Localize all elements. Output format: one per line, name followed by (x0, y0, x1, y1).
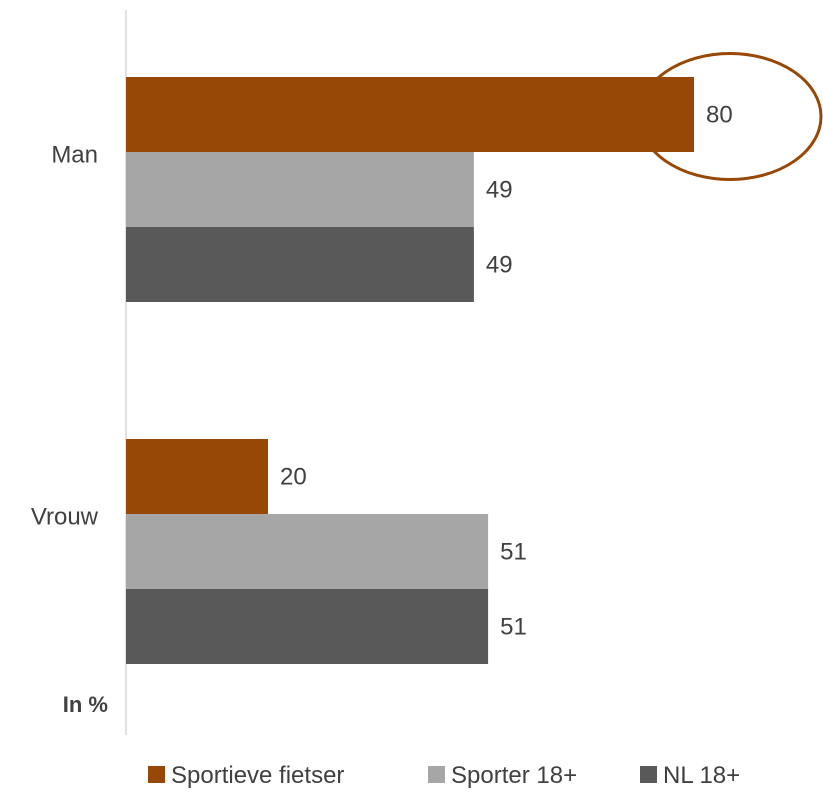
value-label-vrouw-sporter-18-: 51 (500, 539, 527, 566)
legend-label-sportieve-fietser: Sportieve fietser (171, 762, 344, 789)
bar-vrouw-nl-18- (126, 589, 489, 664)
value-label-man-nl-18-: 49 (486, 252, 513, 279)
value-label-man-sportieve-fietser: 80 (706, 102, 733, 129)
value-label-vrouw-sportieve-fietser: 20 (280, 464, 307, 491)
bar-vrouw-sporter-18- (126, 514, 489, 589)
legend: Sportieve fietser Sporter 18+ NL 18+ (148, 762, 740, 789)
bars-group (126, 77, 694, 664)
legend-label-sporter-18-: Sporter 18+ (451, 762, 577, 789)
labels-group: Man 80 49 49 Vrouw 20 51 51 (31, 102, 733, 641)
legend-swatch-sportieve-fietser (148, 766, 165, 783)
bar-man-nl-18- (126, 227, 474, 302)
value-label-vrouw-nl-18-: 51 (500, 614, 527, 641)
bar-vrouw-sportieve-fietser (126, 439, 268, 514)
bar-man-sportieve-fietser (126, 77, 694, 152)
value-label-man-sporter-18-: 49 (486, 177, 513, 204)
unit-label: In % (63, 692, 108, 717)
legend-swatch-nl-18- (640, 766, 657, 783)
category-label-man: Man (51, 142, 98, 169)
category-label-vrouw: Vrouw (31, 504, 99, 531)
bar-man-sporter-18- (126, 152, 474, 227)
legend-label-nl-18-: NL 18+ (663, 762, 740, 789)
legend-swatch-sporter-18- (428, 766, 445, 783)
highlight-ellipse (637, 52, 823, 181)
